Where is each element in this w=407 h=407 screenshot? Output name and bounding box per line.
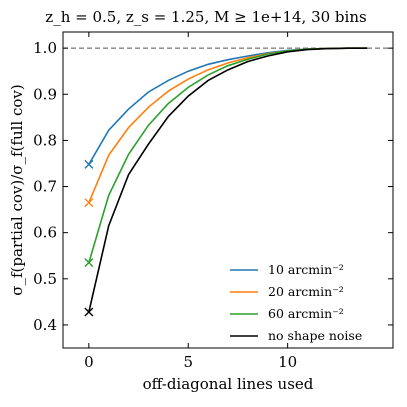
y-tick-label-5: 0.9 <box>33 85 57 103</box>
y-axis-ticks: 0.4 0.5 0.6 0.7 0.8 0.9 1.0 <box>33 39 393 334</box>
series-marker-3 <box>84 258 94 268</box>
x-tick-label-5: 5 <box>183 353 193 371</box>
y-tick-label-1: 0.5 <box>33 270 57 288</box>
y-tick-label-3: 0.7 <box>33 178 57 196</box>
series-markers <box>84 159 94 317</box>
y-axis-label: σ_f(partial cov)/σ_f(full cov) <box>8 84 26 295</box>
chart-title: z_h = 0.5, z_s = 1.25, M ≥ 1e+14, 30 bin… <box>45 8 366 26</box>
x-tick-label-0: 0 <box>84 353 94 371</box>
series-marker-4 <box>84 307 94 317</box>
legend-label-2: 20 arcmin⁻² <box>268 284 344 299</box>
y-tick-label-4: 0.8 <box>33 131 57 149</box>
y-tick-label-2: 0.6 <box>33 224 57 242</box>
legend-label-1: 10 arcmin⁻² <box>268 262 344 277</box>
series-line-3 <box>88 47 368 263</box>
series-line-4 <box>88 47 368 313</box>
legend-label-4: no shape noise <box>268 328 362 343</box>
series-marker-2 <box>84 198 94 208</box>
y-tick-label-0: 0.4 <box>33 316 57 334</box>
x-tick-label-10: 10 <box>278 353 297 371</box>
x-axis-label: off-diagonal lines used <box>143 375 314 393</box>
series-marker-1 <box>84 159 94 169</box>
y-tick-label-6: 1.0 <box>33 39 57 57</box>
series-lines <box>88 47 368 313</box>
series-line-2 <box>88 47 368 203</box>
legend-label-3: 60 arcmin⁻² <box>268 306 344 321</box>
x-axis-ticks: 0 5 10 <box>84 32 297 371</box>
plot-frame <box>62 31 394 349</box>
legend: 10 arcmin⁻² 20 arcmin⁻² 60 arcmin⁻² no shap… <box>230 262 362 343</box>
